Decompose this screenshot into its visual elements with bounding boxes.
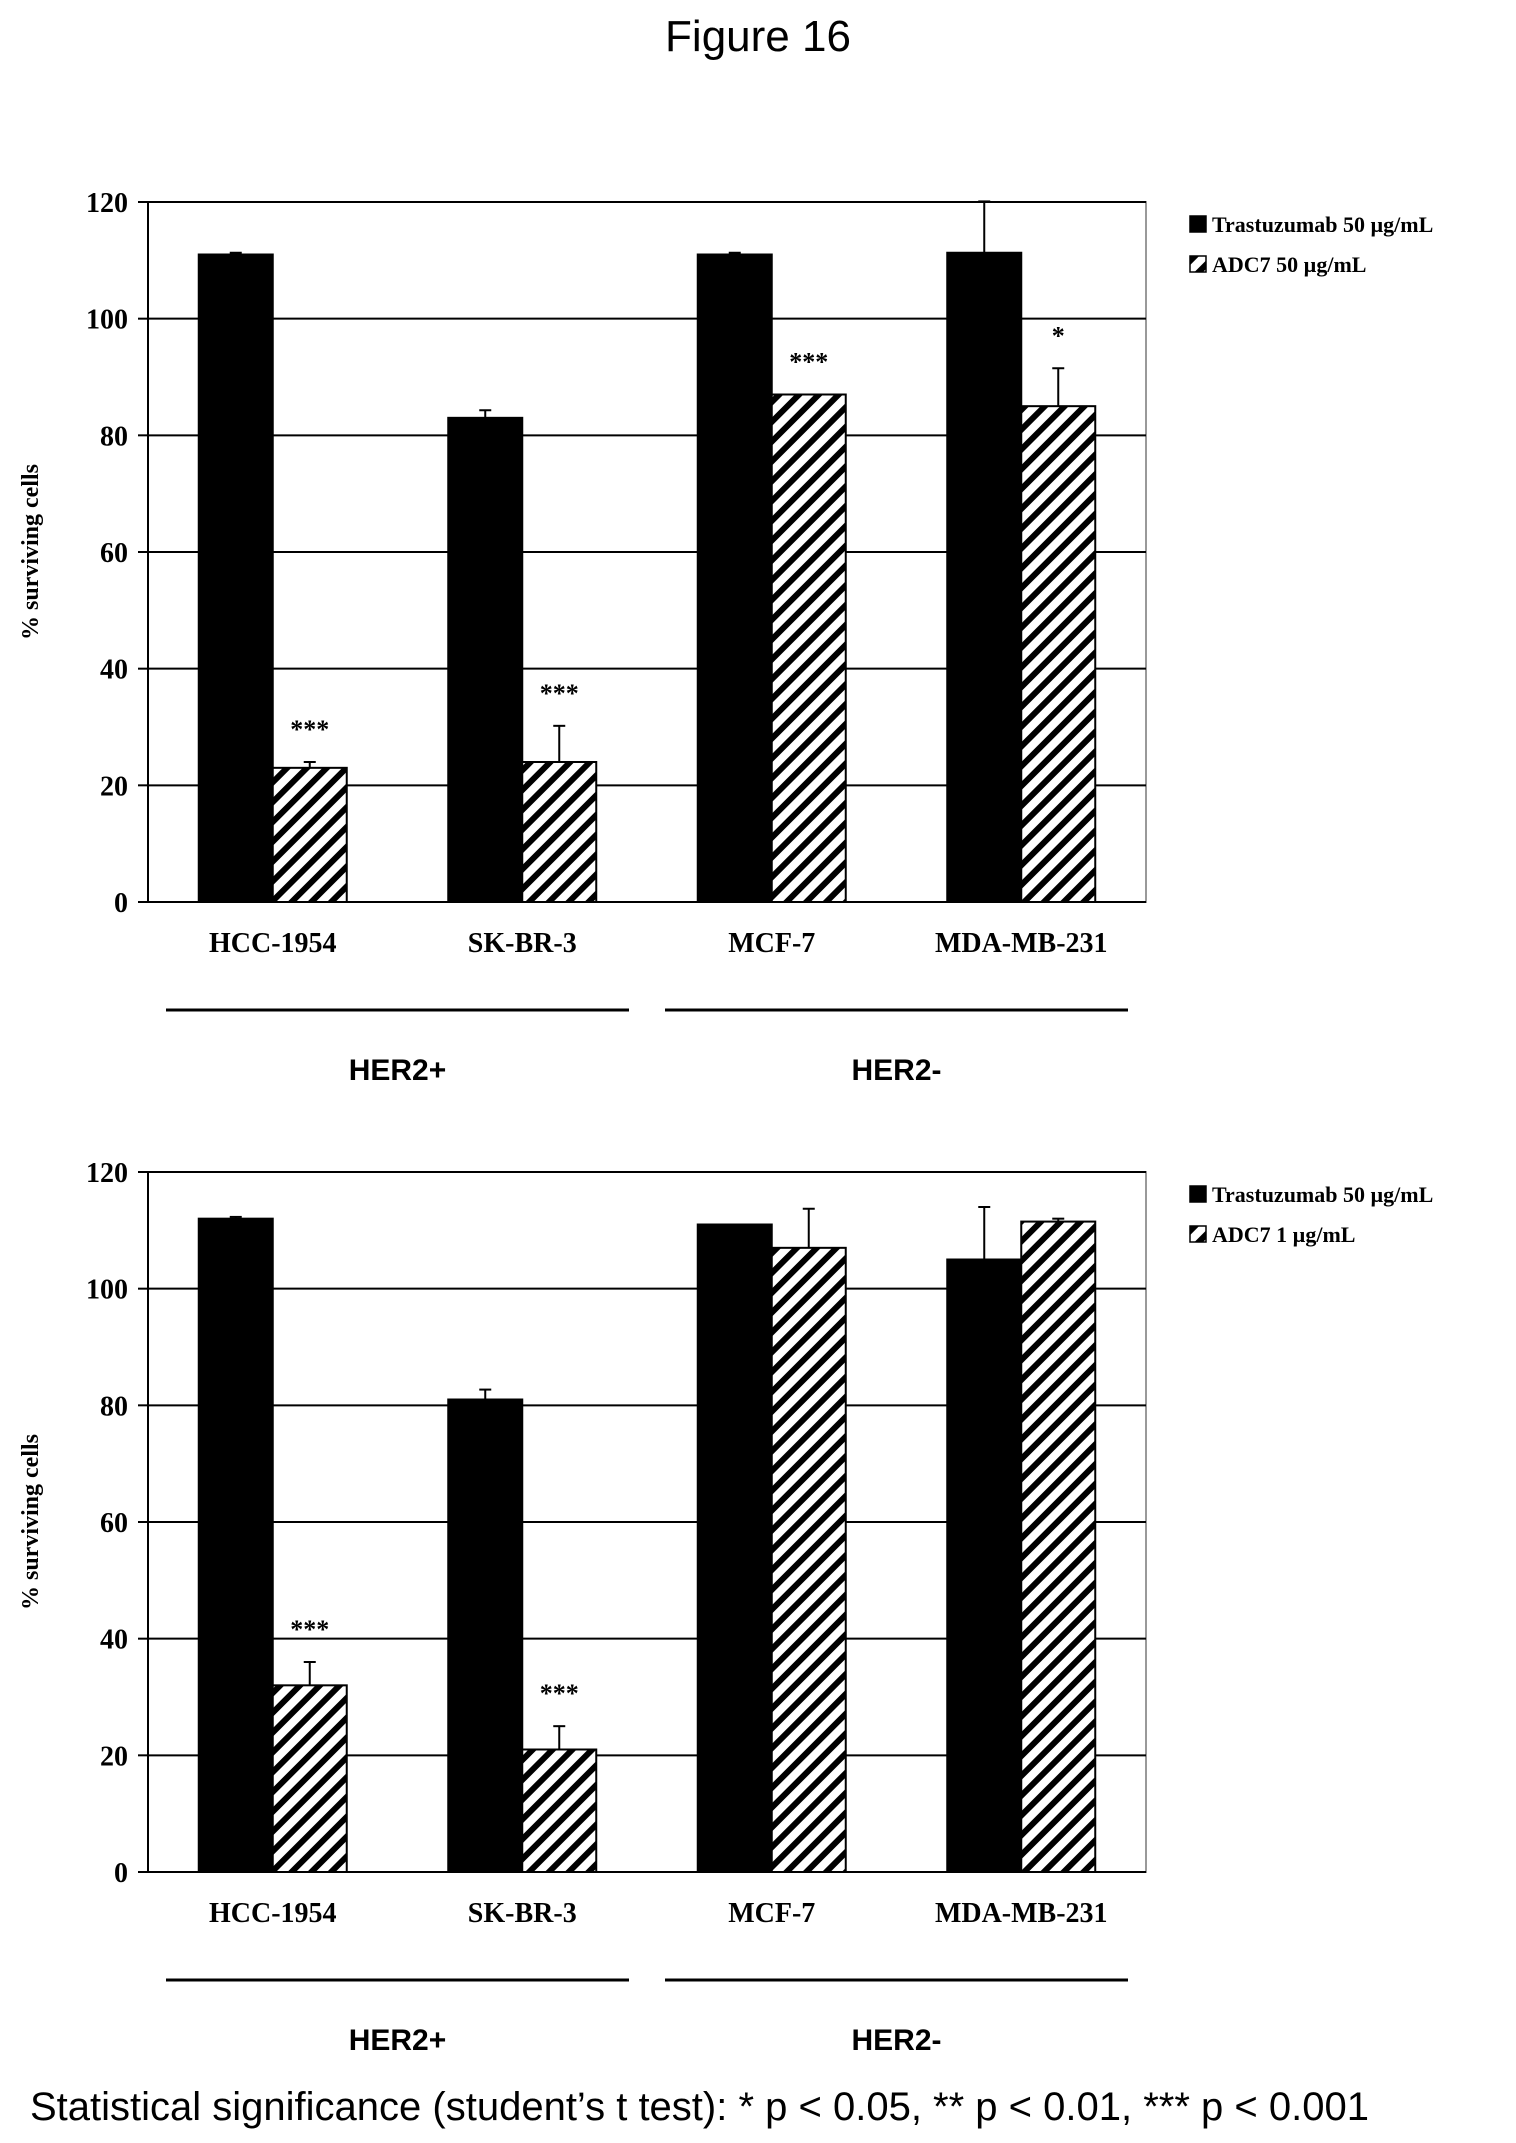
- bar-adc7-hcc-1954: [271, 1684, 348, 1873]
- y-tick-label: 120: [86, 1158, 128, 1189]
- x-tick-label: HCC-1954: [209, 928, 337, 959]
- x-tick-label: HCC-1954: [209, 1898, 337, 1929]
- legend-label: Trastuzumab 50 µg/mL: [1212, 1182, 1433, 1207]
- bar-trastuzumab-mcf-7: [696, 1223, 773, 1873]
- y-tick-label: 60: [100, 1508, 128, 1539]
- x-tick-label: SK-BR-3: [468, 928, 577, 959]
- bar-adc7-mda-mb-231: [1020, 405, 1097, 903]
- y-tick-label: 40: [100, 655, 128, 686]
- bar-adc7-hcc-1954: [271, 766, 348, 903]
- legend-label: Trastuzumab 50 µg/mL: [1212, 212, 1433, 237]
- significance-marker: ***: [540, 1679, 579, 1708]
- y-tick-label: 100: [86, 1275, 128, 1306]
- legend-label: ADC7 1 µg/mL: [1212, 1222, 1355, 1247]
- legend-label: ADC7 50 µg/mL: [1212, 252, 1366, 277]
- x-tick-label: MDA-MB-231: [935, 928, 1108, 959]
- y-tick-label: 40: [100, 1625, 128, 1656]
- group-label: HER2+: [349, 2024, 447, 2050]
- y-tick-label: 20: [100, 1741, 128, 1772]
- y-tick-label: 80: [100, 1391, 128, 1422]
- group-label: HER2-: [851, 2024, 941, 2050]
- x-tick-label: SK-BR-3: [468, 1898, 577, 1929]
- x-tick-label: MDA-MB-231: [935, 1898, 1108, 1929]
- bar-trastuzumab-hcc-1954: [197, 1217, 274, 1873]
- y-tick-label: 100: [86, 305, 128, 336]
- legend-swatch: [1189, 255, 1207, 273]
- footnote-significance: Statistical significance (student’s t te…: [30, 2085, 1369, 2129]
- significance-marker: *: [1052, 321, 1065, 350]
- significance-marker: ***: [540, 679, 579, 708]
- legend-swatch: [1189, 1185, 1207, 1203]
- bar-trastuzumab-sk-br-3: [447, 1398, 524, 1873]
- significance-marker: ***: [290, 715, 329, 744]
- significance-marker: ***: [290, 1615, 329, 1644]
- bar-trastuzumab-mda-mb-231: [946, 1258, 1023, 1873]
- y-tick-label: 0: [114, 888, 128, 919]
- bar-adc7-mcf-7: [770, 393, 847, 903]
- legend-swatch: [1189, 1225, 1207, 1243]
- bar-trastuzumab-hcc-1954: [197, 253, 274, 903]
- bar-adc7-sk-br-3: [521, 761, 598, 903]
- group-label: HER2-: [851, 1054, 941, 1087]
- y-tick-label: 120: [86, 188, 128, 219]
- chart-bottom: 0 20 40 60 80 100 120 % surviving cells *** *** HC…: [18, 1158, 1433, 2050]
- significance-marker: ***: [789, 348, 828, 377]
- x-tick-label: MCF-7: [728, 928, 815, 959]
- legend-swatch: [1189, 215, 1207, 233]
- group-label: HER2+: [349, 1054, 447, 1087]
- figure-title: Figure 16: [665, 12, 851, 61]
- y-axis-label: % surviving cells: [18, 464, 44, 640]
- bar-trastuzumab-sk-br-3: [447, 416, 524, 903]
- bar-trastuzumab-mda-mb-231: [946, 251, 1023, 903]
- y-axis-label: % surviving cells: [18, 1434, 44, 1610]
- bar-adc7-sk-br-3: [521, 1748, 598, 1873]
- y-tick-label: 80: [100, 421, 128, 452]
- y-tick-label: 0: [114, 1858, 128, 1889]
- bar-adc7-mda-mb-231: [1020, 1220, 1097, 1874]
- y-tick-label: 60: [100, 538, 128, 569]
- y-tick-label: 20: [100, 771, 128, 802]
- x-tick-label: MCF-7: [728, 1898, 815, 1929]
- bar-trastuzumab-mcf-7: [696, 253, 773, 903]
- bar-adc7-mcf-7: [770, 1246, 847, 1874]
